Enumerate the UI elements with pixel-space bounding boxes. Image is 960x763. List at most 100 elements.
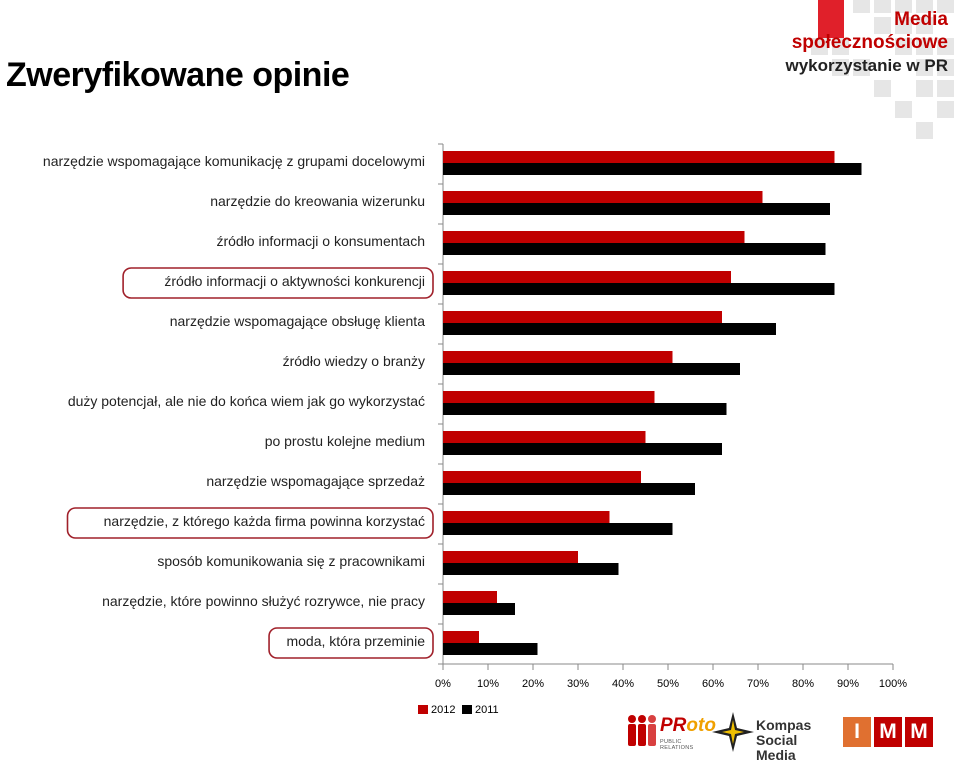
bar-2012: [443, 311, 722, 323]
deco-square: [937, 80, 954, 97]
imm-letter-1: I: [843, 717, 871, 747]
x-tick-label: 20%: [522, 678, 544, 690]
deco-square: [916, 17, 933, 34]
x-tick-label: 50%: [657, 678, 679, 690]
category-label: narzędzie, z którego każda firma powinna…: [104, 513, 425, 529]
page-title: Zweryfikowane opinie: [6, 56, 350, 94]
people-icon: [628, 715, 656, 746]
deco-square: [832, 59, 849, 76]
deco-square: [937, 0, 954, 13]
bar-2012: [443, 151, 835, 163]
bar-2011: [443, 283, 835, 295]
deco-square: [874, 80, 891, 97]
deco-square: [916, 80, 933, 97]
kompas-logo-line-2: Social Media: [756, 732, 798, 763]
imm-logo: I M M: [843, 717, 935, 749]
x-tick-label: 40%: [612, 678, 634, 690]
bar-2011: [443, 523, 673, 535]
deco-square: [832, 38, 849, 55]
bar-2012: [443, 551, 578, 563]
bar-2012: [443, 591, 497, 603]
imm-letter-2: M: [874, 717, 902, 747]
category-highlight-outline: [122, 267, 434, 299]
x-tick-label: 100%: [879, 678, 907, 690]
bar-2012: [443, 351, 673, 363]
deco-square: [853, 0, 870, 13]
legend-swatch-2011: [462, 705, 472, 714]
deco-square: [895, 0, 912, 13]
deco-square: [874, 17, 891, 34]
deco-square: [811, 38, 828, 55]
category-label: sposób komunikowania się z pracownikami: [157, 553, 425, 569]
deco-square: [895, 17, 912, 34]
deco-square: [916, 122, 933, 139]
deco-red-block: [818, 0, 844, 38]
bar-2012: [443, 271, 731, 283]
category-label: narzędzie wspomagające sprzedaż: [206, 473, 425, 489]
bar-2011: [443, 403, 727, 415]
proto-logo-text-b: oto: [686, 715, 716, 736]
deco-square: [916, 59, 933, 76]
deco-square: [895, 101, 912, 118]
legend-label-2012: 2012: [431, 704, 455, 716]
kompas-logo: Kompas Social Media: [712, 712, 837, 763]
category-label: narzędzie wspomagające obsługę klienta: [170, 313, 425, 329]
proto-logo: PRoto PUBLIC RELATIONS: [626, 713, 716, 751]
deco-square: [916, 0, 933, 13]
bar-2011: [443, 163, 862, 175]
category-label: narzędzie do kreowania wizerunku: [210, 193, 425, 209]
bar-2012: [443, 231, 745, 243]
x-tick-label: 0%: [435, 678, 451, 690]
proto-logo-sub: PUBLIC RELATIONS: [660, 739, 694, 751]
x-tick-label: 90%: [837, 678, 859, 690]
category-label: po prostu kolejne medium: [265, 433, 425, 449]
deco-square: [937, 101, 954, 118]
bar-2012: [443, 471, 641, 483]
proto-logo-text-a: PR: [660, 715, 687, 736]
category-label: duży potencjał, ale nie do końca wiem ja…: [68, 393, 425, 409]
bar-2011: [443, 363, 740, 375]
legend-label-2011: 2011: [475, 704, 499, 716]
bar-2012: [443, 511, 610, 523]
bar-2011: [443, 323, 776, 335]
compass-star-icon: [712, 712, 754, 752]
category-label: źródło informacji o aktywności konkurenc…: [164, 273, 425, 289]
brand-line-2: społecznościowe: [791, 32, 948, 53]
category-label: moda, która przeminie: [286, 633, 425, 649]
deco-square: [937, 59, 954, 76]
kompas-logo-line-1: Kompas: [756, 717, 812, 733]
legend-swatch-2012: [418, 705, 428, 714]
bar-2011: [443, 643, 538, 655]
category-label: narzędzie, które powinno służyć rozrywce…: [102, 593, 425, 609]
bar-2011: [443, 603, 515, 615]
category-label: narzędzie wspomagające komunikację z gru…: [43, 153, 425, 169]
deco-square: [874, 0, 891, 13]
bar-2011: [443, 243, 826, 255]
bar-2011: [443, 483, 695, 495]
bar-2011: [443, 443, 722, 455]
bar-2012: [443, 391, 655, 403]
deco-square: [937, 38, 954, 55]
x-tick-label: 60%: [702, 678, 724, 690]
bar-2011: [443, 203, 830, 215]
brand-title: Media społecznościowe wykorzystanie w PR: [785, 8, 948, 77]
decorative-squares: [811, 0, 954, 139]
imm-letter-3: M: [905, 717, 933, 747]
brand-line-1: Media: [894, 9, 948, 30]
brand-line-3: wykorzystanie w PR: [785, 56, 948, 75]
x-tick-label: 70%: [747, 678, 769, 690]
category-highlight-outline: [66, 507, 434, 539]
bar-2012: [443, 431, 646, 443]
deco-square: [916, 38, 933, 55]
bar-2011: [443, 563, 619, 575]
x-tick-label: 80%: [792, 678, 814, 690]
bar-2012: [443, 191, 763, 203]
bar-2012: [443, 631, 479, 643]
x-tick-label: 30%: [567, 678, 589, 690]
category-label: źródło wiedzy o branży: [283, 353, 425, 369]
category-label: źródło informacji o konsumentach: [216, 233, 425, 249]
deco-square: [895, 38, 912, 55]
category-highlight-outline: [268, 627, 434, 659]
x-tick-label: 10%: [477, 678, 499, 690]
